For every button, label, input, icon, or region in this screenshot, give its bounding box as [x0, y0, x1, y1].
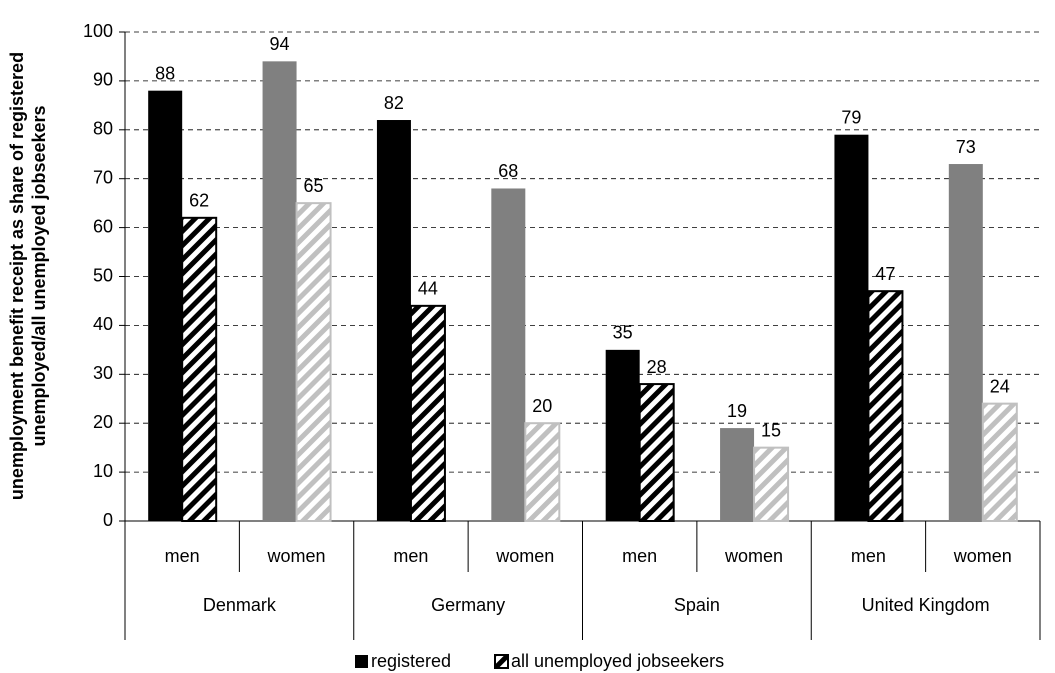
bar — [720, 428, 755, 521]
bar — [524, 422, 561, 523]
data-label: 62 — [189, 191, 209, 211]
data-label: 73 — [956, 137, 976, 157]
data-label: 35 — [613, 323, 633, 343]
y-tick-label: 60 — [93, 216, 113, 236]
y-tick-label: 30 — [93, 363, 113, 383]
data-label: 82 — [384, 93, 404, 113]
y-tick-label: 70 — [93, 167, 113, 187]
data-label: 15 — [761, 420, 781, 440]
y-tick-label: 0 — [103, 510, 113, 530]
group-label: Germany — [431, 595, 505, 615]
bar — [491, 188, 526, 522]
data-label: 20 — [532, 396, 552, 416]
bar — [753, 446, 790, 522]
x-tick-label: women — [495, 546, 554, 566]
data-label: 28 — [647, 357, 667, 377]
y-tick-label: 50 — [93, 265, 113, 285]
bar — [638, 383, 675, 522]
bar — [867, 290, 904, 523]
x-tick-label: men — [393, 546, 428, 566]
data-label: 94 — [270, 34, 290, 54]
data-label: 68 — [498, 161, 518, 181]
bar — [262, 61, 297, 522]
legend-label: registered — [371, 651, 451, 671]
y-axis-title: unemployed/all unemployed jobseekers — [29, 105, 49, 446]
x-tick-label: men — [851, 546, 886, 566]
bar — [948, 164, 983, 521]
data-label: 88 — [155, 63, 175, 83]
x-tick-label: men — [165, 546, 200, 566]
x-tick-label: women — [267, 546, 326, 566]
data-label: 19 — [727, 401, 747, 421]
bar — [834, 134, 869, 521]
y-tick-label: 40 — [93, 314, 113, 334]
data-label: 65 — [304, 176, 324, 196]
y-tick-label: 80 — [93, 119, 113, 139]
group-label: United Kingdom — [862, 595, 990, 615]
bar — [409, 304, 446, 522]
bar — [148, 90, 183, 522]
legend-swatch — [494, 654, 509, 669]
y-tick-label: 90 — [93, 70, 113, 90]
y-axis-title: unemployment benefit receipt as share of… — [7, 52, 27, 500]
group-label: Denmark — [203, 595, 277, 615]
group-label: Spain — [674, 595, 720, 615]
data-label: 44 — [418, 279, 438, 299]
legend-swatch — [355, 655, 368, 668]
bar — [376, 120, 411, 522]
y-tick-label: 100 — [83, 21, 113, 41]
data-label: 24 — [990, 376, 1010, 396]
x-tick-label: women — [724, 546, 783, 566]
y-tick-label: 10 — [93, 461, 113, 481]
data-label: 79 — [841, 107, 861, 127]
bar — [181, 216, 218, 522]
bar — [981, 402, 1018, 523]
bar — [295, 202, 332, 522]
data-label: 47 — [875, 264, 895, 284]
x-tick-label: women — [953, 546, 1012, 566]
bar — [605, 349, 640, 521]
legend-label: all unemployed jobseekers — [511, 651, 724, 671]
x-tick-label: men — [622, 546, 657, 566]
y-tick-label: 20 — [93, 412, 113, 432]
